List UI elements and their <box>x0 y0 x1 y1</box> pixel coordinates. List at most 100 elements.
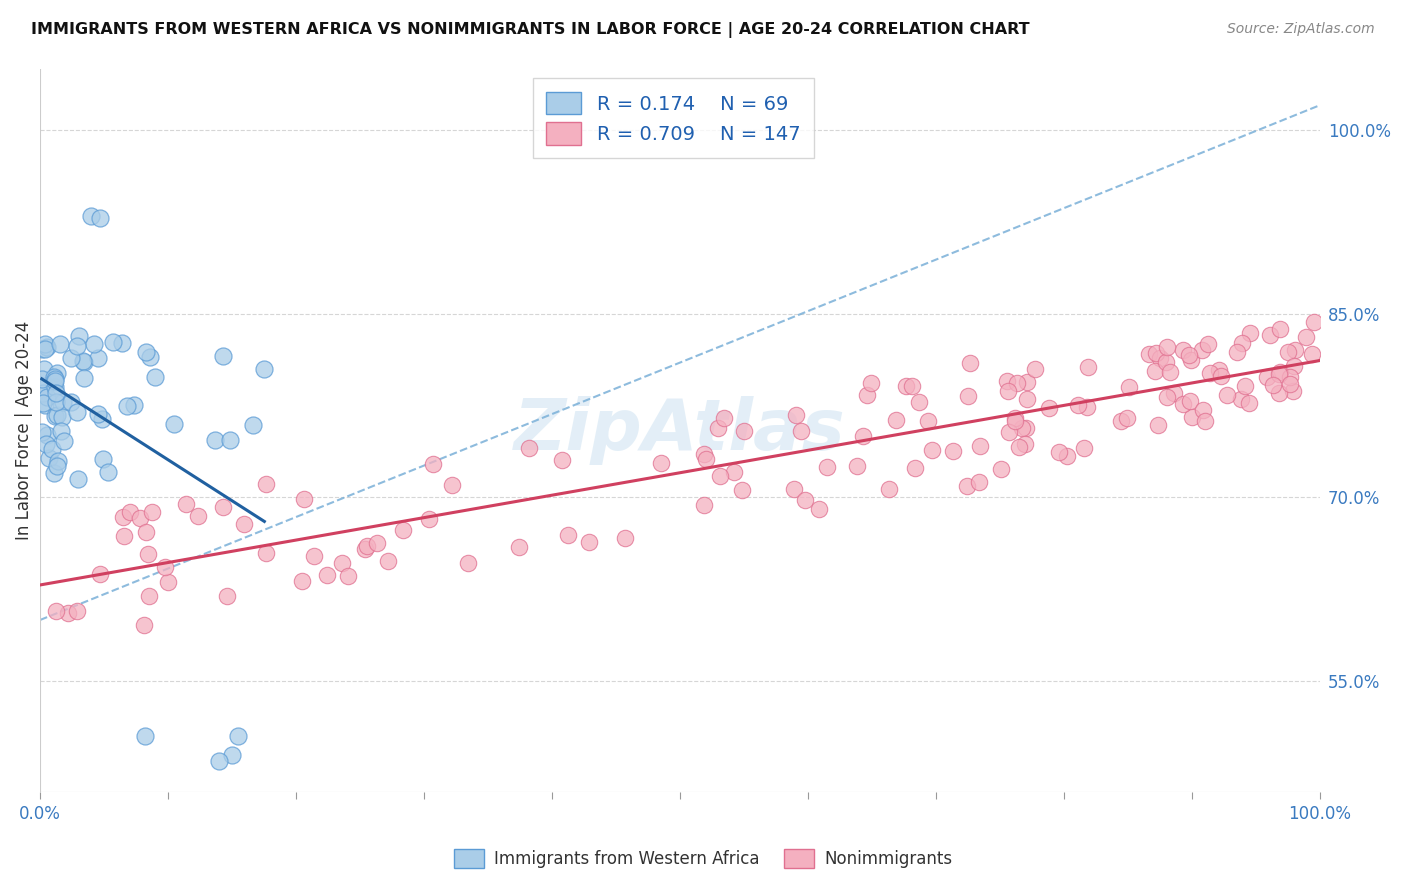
Point <box>1208 363 1230 377</box>
Point <box>1144 346 1167 360</box>
Point <box>129 510 152 524</box>
Point <box>1268 366 1291 380</box>
Point <box>457 556 479 570</box>
Point <box>1268 322 1291 336</box>
Point <box>1198 366 1220 380</box>
Point <box>733 425 755 439</box>
Point <box>1239 326 1261 340</box>
Point <box>31 425 53 440</box>
Point <box>846 459 869 474</box>
Point <box>49 337 72 351</box>
Point <box>1229 392 1251 407</box>
Point <box>53 434 76 449</box>
Point <box>517 441 540 455</box>
Point <box>723 465 745 479</box>
Point <box>32 396 55 410</box>
Point <box>132 618 155 632</box>
Point <box>44 466 66 480</box>
Y-axis label: In Labor Force | Age 20-24: In Labor Force | Age 20-24 <box>15 320 32 540</box>
Point <box>330 556 353 570</box>
Point <box>967 475 990 489</box>
Point <box>1209 369 1232 384</box>
Point <box>731 483 754 497</box>
Point <box>44 409 66 423</box>
Point <box>997 425 1019 440</box>
Point <box>793 493 815 508</box>
Point <box>1047 445 1070 459</box>
Point <box>35 340 58 354</box>
Point <box>1226 345 1249 359</box>
Point <box>291 574 314 588</box>
Point <box>32 361 55 376</box>
Point <box>174 497 197 511</box>
Text: ZipAtlas: ZipAtlas <box>515 395 845 465</box>
Point <box>1014 437 1036 451</box>
Point <box>215 589 238 603</box>
Point <box>242 417 264 432</box>
Point <box>31 372 53 386</box>
Point <box>49 425 72 439</box>
Point <box>156 574 179 589</box>
Point <box>990 461 1012 475</box>
Point <box>908 395 931 409</box>
Point <box>59 395 82 409</box>
Point <box>1301 347 1323 361</box>
Point <box>118 504 141 518</box>
Legend: Immigrants from Western Africa, Nonimmigrants: Immigrants from Western Africa, Nonimmig… <box>447 842 959 875</box>
Point <box>852 429 875 443</box>
Point <box>87 351 110 366</box>
Point <box>221 747 243 762</box>
Point <box>1143 364 1166 378</box>
Point <box>557 528 579 542</box>
Point <box>957 389 980 403</box>
Point <box>1194 414 1216 428</box>
Point <box>48 453 70 467</box>
Point <box>1180 410 1202 425</box>
Point <box>1268 386 1291 401</box>
Point <box>1178 393 1201 408</box>
Point <box>66 604 89 618</box>
Point <box>1258 327 1281 342</box>
Point <box>815 460 838 475</box>
Point <box>354 541 377 556</box>
Point <box>66 405 89 419</box>
Legend: R = 0.174    N = 69, R = 0.709    N = 147: R = 0.174 N = 69, R = 0.709 N = 147 <box>533 78 814 158</box>
Point <box>1118 380 1140 394</box>
Point <box>1007 376 1029 391</box>
Point <box>709 469 731 483</box>
Point <box>508 541 530 555</box>
Point <box>73 370 96 384</box>
Point <box>80 209 103 223</box>
Point <box>136 547 159 561</box>
Point <box>1011 420 1033 434</box>
Point <box>1216 388 1239 402</box>
Point <box>713 410 735 425</box>
Point <box>38 450 60 465</box>
Point <box>1177 348 1199 362</box>
Point <box>783 482 806 496</box>
Point <box>1004 414 1026 428</box>
Point <box>1282 384 1305 398</box>
Point <box>51 410 73 425</box>
Point <box>45 458 67 473</box>
Point <box>1149 351 1171 366</box>
Point <box>785 408 807 422</box>
Point <box>89 566 111 581</box>
Point <box>1115 411 1137 425</box>
Point <box>969 439 991 453</box>
Point <box>302 549 325 563</box>
Point <box>1279 369 1302 384</box>
Point <box>1024 362 1046 376</box>
Point <box>315 567 337 582</box>
Point <box>45 409 67 423</box>
Point <box>112 529 135 543</box>
Point <box>44 374 66 388</box>
Point <box>650 456 672 470</box>
Point <box>1232 335 1254 350</box>
Point <box>1282 359 1305 374</box>
Point <box>34 337 56 351</box>
Point <box>254 546 277 560</box>
Point <box>59 351 82 365</box>
Point <box>31 343 53 357</box>
Point <box>955 479 977 493</box>
